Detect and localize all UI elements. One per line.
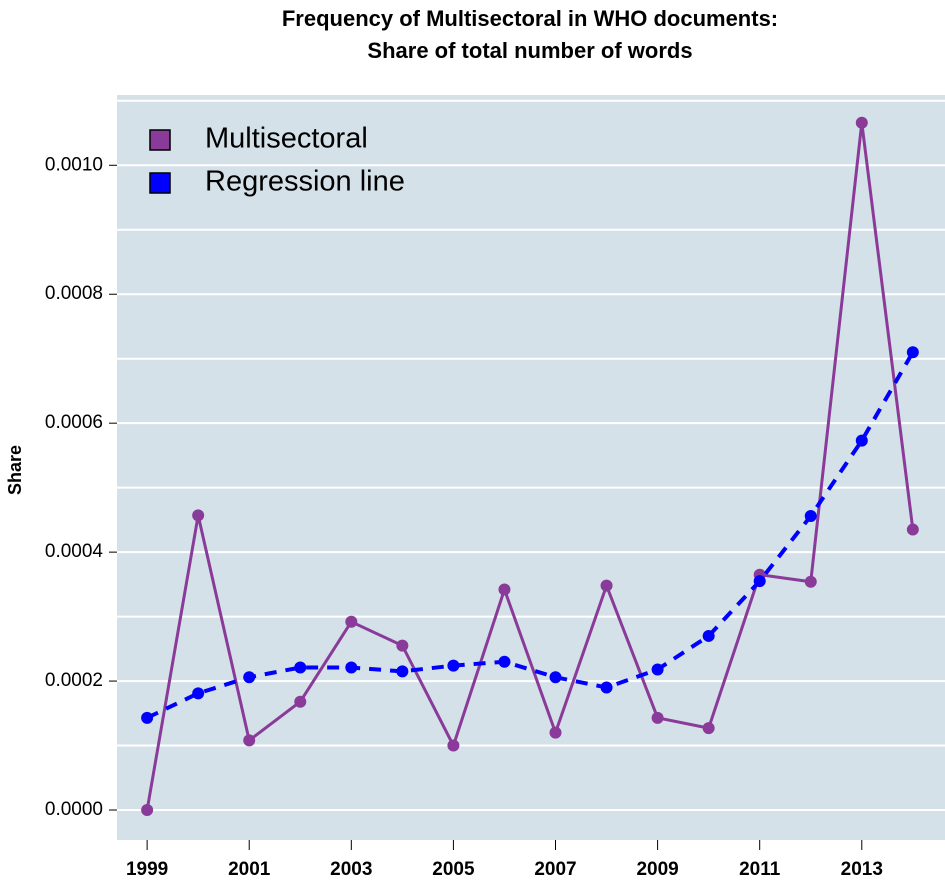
data-point bbox=[906, 346, 919, 359]
data-point bbox=[600, 579, 613, 592]
y-tick-label: 0.0002 bbox=[45, 670, 103, 691]
data-point bbox=[549, 671, 562, 684]
data-point bbox=[702, 629, 715, 642]
data-point bbox=[651, 711, 664, 724]
data-point bbox=[702, 722, 715, 735]
data-point bbox=[141, 711, 154, 724]
chart-subtitle: Share of total number of words bbox=[367, 38, 692, 63]
y-axis-label: Share bbox=[5, 445, 25, 495]
data-point bbox=[804, 575, 817, 588]
legend-label: Multisectoral bbox=[205, 123, 368, 155]
data-point bbox=[753, 575, 766, 588]
y-tick-label: 0.0004 bbox=[45, 541, 104, 562]
chart-title: Frequency of Multisectoral in WHO docume… bbox=[282, 6, 778, 31]
data-point bbox=[855, 116, 868, 129]
y-tick-label: 0.0000 bbox=[45, 799, 103, 820]
data-point bbox=[549, 726, 562, 739]
data-point bbox=[192, 687, 205, 700]
data-point bbox=[345, 615, 358, 628]
data-point bbox=[498, 655, 511, 668]
x-tick-label: 2007 bbox=[534, 859, 576, 880]
data-point bbox=[855, 434, 868, 447]
series-line bbox=[145, 122, 915, 811]
series-line bbox=[146, 351, 915, 720]
data-point bbox=[651, 663, 664, 676]
data-point bbox=[396, 665, 409, 678]
data-point bbox=[294, 661, 307, 674]
x-tick-label: 1999 bbox=[126, 859, 168, 880]
data-point bbox=[906, 523, 919, 536]
data-point bbox=[294, 695, 307, 708]
data-point bbox=[243, 734, 256, 747]
data-point bbox=[396, 639, 409, 652]
legend-swatch bbox=[149, 129, 171, 151]
data-point bbox=[447, 739, 460, 752]
y-tick-label: 0.0008 bbox=[45, 283, 103, 304]
data-point bbox=[243, 671, 256, 684]
data-point bbox=[192, 509, 205, 522]
legend-label: Regression line bbox=[205, 166, 405, 198]
x-tick-label: 2001 bbox=[228, 859, 271, 880]
data-point bbox=[141, 804, 154, 817]
data-point bbox=[600, 681, 613, 694]
data-point bbox=[447, 659, 460, 672]
x-tick-label: 2003 bbox=[330, 859, 372, 880]
y-tick-label: 0.0006 bbox=[45, 412, 103, 433]
y-tick-label: 0.0010 bbox=[45, 154, 103, 175]
x-tick-label: 2011 bbox=[739, 859, 781, 880]
legend-swatch bbox=[149, 172, 171, 194]
data-point bbox=[498, 583, 511, 596]
plot-background bbox=[117, 95, 945, 840]
x-tick-label: 2005 bbox=[432, 859, 475, 880]
data-point bbox=[345, 661, 358, 674]
x-tick-label: 2013 bbox=[841, 859, 883, 880]
x-tick-label: 2009 bbox=[636, 859, 678, 880]
data-point bbox=[804, 510, 817, 523]
